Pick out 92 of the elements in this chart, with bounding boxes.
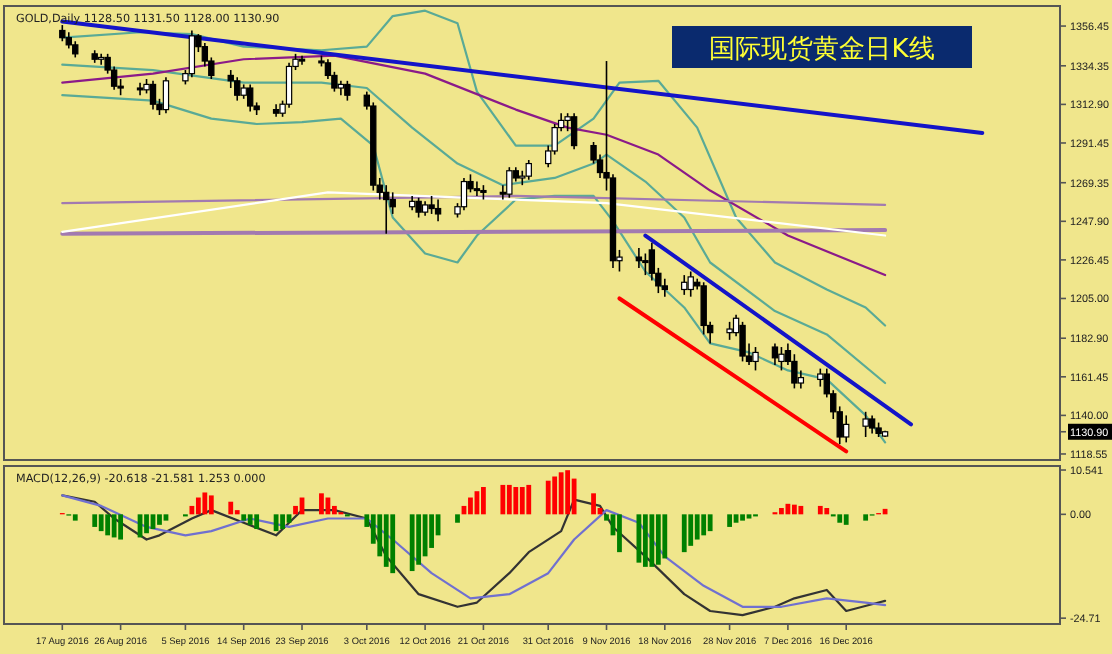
bar — [636, 514, 642, 563]
bar — [513, 487, 519, 515]
bar — [189, 505, 195, 515]
bar — [247, 514, 253, 525]
line-series — [61, 63, 887, 385]
candlestick — [188, 29, 196, 79]
bar — [429, 514, 434, 548]
bar — [455, 514, 460, 523]
bar — [293, 505, 298, 515]
bar — [422, 514, 428, 557]
bar — [105, 514, 111, 536]
bar — [545, 480, 551, 515]
bar — [552, 476, 558, 515]
bar — [481, 487, 486, 515]
candlestick — [344, 80, 351, 102]
candlestick — [246, 83, 254, 113]
bar — [519, 487, 525, 515]
bar — [526, 484, 532, 515]
candlestick — [739, 321, 746, 363]
candlestick — [642, 252, 649, 276]
candlestick — [570, 112, 578, 150]
bar — [383, 514, 389, 567]
bar — [591, 493, 596, 515]
candlestick — [778, 346, 785, 372]
bar — [707, 514, 713, 532]
candlestick — [752, 346, 759, 372]
bar — [144, 514, 149, 534]
bar — [228, 501, 234, 515]
bar — [98, 514, 104, 532]
bar — [280, 514, 285, 530]
candlestick — [136, 81, 144, 97]
bar — [863, 514, 869, 521]
bar — [195, 497, 201, 515]
bar — [571, 478, 577, 515]
bar — [332, 505, 337, 515]
bar — [779, 508, 784, 515]
bar — [727, 514, 732, 527]
bar — [500, 484, 506, 515]
bar — [791, 504, 797, 515]
bar — [837, 514, 843, 523]
bar — [319, 493, 324, 515]
candlestick — [525, 159, 532, 181]
bar — [681, 514, 687, 553]
candlestick — [415, 196, 422, 219]
bar — [254, 514, 260, 530]
candlestick — [97, 53, 105, 66]
bar — [688, 514, 694, 546]
bar — [642, 514, 648, 567]
bar — [558, 472, 564, 515]
bar — [118, 514, 124, 540]
bar — [163, 514, 169, 521]
candlestick — [473, 180, 481, 197]
candlestick — [700, 281, 707, 336]
bar — [824, 508, 830, 515]
bar — [617, 514, 622, 553]
bar — [286, 514, 292, 523]
bar — [92, 514, 98, 527]
candlestick — [843, 414, 850, 444]
bar — [701, 514, 707, 536]
bar — [409, 514, 415, 572]
bar — [72, 514, 78, 521]
bar — [798, 505, 804, 515]
candlestick — [434, 198, 442, 222]
bar — [694, 514, 700, 540]
candlestick — [862, 410, 869, 438]
bar — [817, 505, 823, 515]
bar — [241, 514, 247, 521]
candlestick — [162, 76, 170, 114]
bar — [208, 495, 214, 515]
bar — [157, 514, 162, 525]
bar — [649, 514, 655, 567]
candlestick — [635, 247, 643, 269]
candlestick — [285, 62, 293, 109]
candlestick — [234, 76, 241, 102]
text: 国际现货黄金日K线 — [709, 35, 935, 65]
candlestick — [687, 270, 694, 298]
bar — [468, 497, 473, 515]
bar — [565, 470, 571, 515]
candlestick — [383, 184, 390, 235]
bar — [655, 514, 661, 565]
bar — [390, 514, 396, 574]
bar — [111, 514, 117, 538]
bar — [740, 514, 745, 521]
bar — [662, 514, 668, 559]
bar — [733, 514, 739, 523]
candlestick — [681, 274, 688, 296]
bar — [843, 514, 849, 525]
bar — [416, 514, 422, 565]
candlestick — [771, 342, 779, 366]
bar — [506, 484, 512, 515]
bar — [202, 492, 208, 515]
candlestick — [149, 80, 157, 111]
